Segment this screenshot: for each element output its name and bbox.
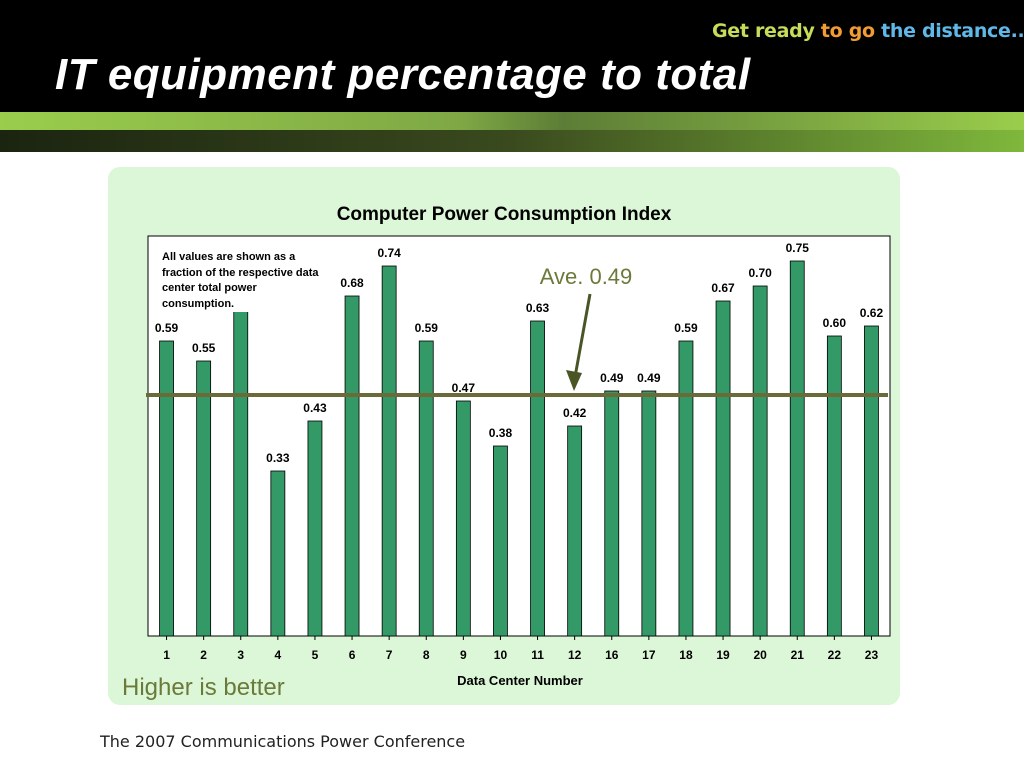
x-tick-label: 11	[531, 648, 544, 662]
bar	[493, 445, 508, 637]
footer-annotation: Higher is better	[122, 674, 285, 701]
bar-value-label: 0.59	[415, 321, 439, 335]
header-band-light	[0, 112, 1024, 130]
slide-header	[0, 0, 1024, 112]
bar	[826, 335, 842, 637]
bar	[567, 425, 583, 637]
bar-value-label: 0.55	[192, 341, 216, 355]
bar-value-label: 0.49	[637, 371, 661, 385]
slide-title: IT equipment percentage to total	[55, 50, 751, 99]
bar-value-label: 0.70	[748, 266, 772, 280]
bar-value-label: 0.42	[563, 406, 587, 420]
bar	[678, 340, 694, 637]
bar	[455, 400, 471, 637]
x-axis-label: Data Center Number	[457, 673, 583, 688]
average-arrow-head	[566, 370, 582, 391]
chart-panel: Computer Power Consumption Index 0.59 1 0.5…	[108, 167, 900, 705]
x-tick-label: 7	[386, 648, 393, 662]
bar	[381, 265, 397, 637]
bar-value-label: 0.63	[526, 301, 550, 315]
bar-value-label: 0.49	[600, 371, 624, 385]
footer-conference: The 2007 Communications Power Conference	[100, 732, 466, 751]
x-tick-label: 12	[568, 648, 582, 662]
x-tick-label: 8	[423, 648, 430, 662]
bar-value-label: 0.74	[377, 246, 401, 260]
x-tick-label: 4	[275, 648, 282, 662]
x-tick-label: 16	[605, 648, 619, 662]
bar-value-label: 0.62	[860, 306, 884, 320]
bar	[196, 360, 212, 637]
x-tick-label: 2	[200, 648, 207, 662]
x-tick-label: 6	[349, 648, 356, 662]
tagline-part: the distance...	[881, 20, 1024, 42]
average-annotation: Ave. 0.49	[540, 264, 633, 289]
bar	[233, 305, 249, 637]
bar	[418, 340, 434, 637]
chart-title: Computer Power Consumption Index	[337, 204, 672, 225]
bar	[307, 420, 323, 637]
bar	[270, 470, 286, 637]
bar-value-label: 0.68	[340, 276, 364, 290]
x-tick-label: 23	[865, 648, 879, 662]
x-tick-label: 3	[237, 648, 244, 662]
bar-value-label: 0.47	[452, 381, 476, 395]
bar-value-label: 0.59	[674, 321, 698, 335]
x-tick-label: 21	[791, 648, 805, 662]
tagline: Get ready to go the distance...	[712, 20, 1024, 42]
chart-note: All values are shown as a fraction of th…	[162, 250, 322, 312]
x-tick-label: 17	[642, 648, 656, 662]
bar	[752, 285, 768, 637]
x-tick-label: 18	[679, 648, 693, 662]
bar	[789, 260, 805, 637]
x-tick-label: 20	[753, 648, 767, 662]
x-tick-label: 10	[494, 648, 508, 662]
bar	[159, 340, 174, 637]
bar	[715, 300, 731, 637]
average-arrow-shaft	[573, 293, 592, 378]
header-band-dark	[0, 130, 1024, 152]
bar-value-label: 0.59	[155, 321, 179, 335]
x-tick-label: 5	[312, 648, 319, 662]
bar-value-label: 0.75	[786, 241, 810, 255]
bar-value-label: 0.33	[266, 451, 290, 465]
chart-svg: Computer Power Consumption Index 0.59 1 0.5…	[146, 204, 891, 688]
x-tick-label: 19	[716, 648, 730, 662]
bar-value-label: 0.38	[489, 426, 513, 440]
bar	[864, 325, 879, 637]
bar-value-label: 0.60	[823, 316, 847, 330]
bar	[530, 320, 545, 637]
bar	[641, 390, 657, 637]
tagline-part: Get ready	[712, 20, 821, 42]
bar	[604, 390, 620, 637]
x-tick-label: 22	[828, 648, 842, 662]
bar-value-label: 0.43	[303, 401, 327, 415]
tagline-part: to go	[820, 20, 882, 42]
bar	[344, 295, 360, 637]
x-tick-label: 1	[163, 648, 170, 662]
x-tick-label: 9	[460, 648, 467, 662]
bar-value-label: 0.67	[711, 281, 735, 295]
